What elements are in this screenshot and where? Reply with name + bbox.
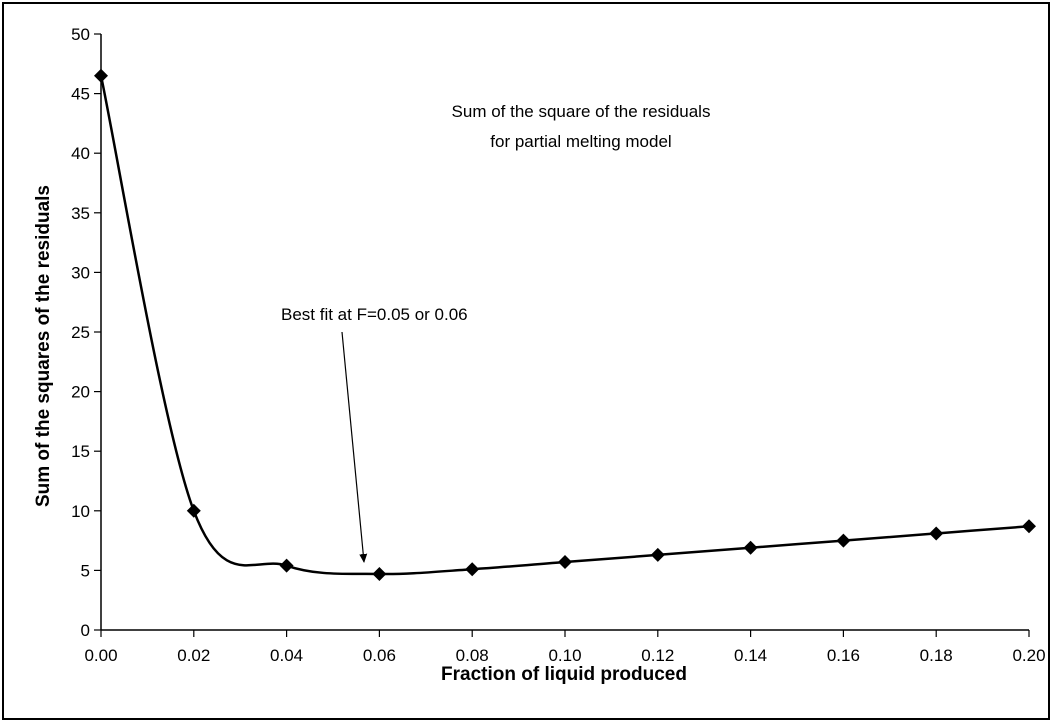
y-tick-label: 50 [71,25,90,44]
data-point [558,555,572,570]
data-point [650,547,665,562]
y-tick-label: 35 [71,204,90,223]
data-point [465,562,480,577]
x-tick-label: 0.20 [1012,646,1045,665]
best-fit-annotation: Best fit at F=0.05 or 0.06 [281,305,468,324]
x-tick-label: 0.10 [548,646,581,665]
y-tick-label: 30 [71,263,90,282]
y-tick-label: 45 [71,85,90,104]
x-tick-label: 0.18 [920,646,953,665]
data-point [1022,519,1036,534]
data-point [743,540,758,555]
y-tick-label: 5 [81,561,90,580]
x-axis-title: Fraction of liquid produced [441,664,687,685]
x-tick-label: 0.00 [84,646,117,665]
y-tick-label: 20 [71,383,90,402]
data-point [186,503,201,518]
x-tick-label: 0.06 [363,646,396,665]
data-point [372,566,387,581]
data-point [836,533,851,548]
y-tick-label: 15 [71,442,90,461]
data-point [94,68,108,83]
best-fit-arrow [341,331,368,563]
y-tick-label: 0 [81,621,90,640]
x-tick-label: 0.04 [270,646,303,665]
x-tick-label: 0.16 [827,646,860,665]
x-tick-label: 0.02 [177,646,210,665]
data-point [279,558,294,573]
annotation-title-line-2: for partial melting model [490,132,671,151]
y-tick-label: 10 [71,502,90,521]
y-tick-label: 40 [71,144,90,163]
y-tick-label: 25 [71,323,90,342]
annotation-title-line-1: Sum of the square of the residuals [452,102,711,121]
y-axis-title: Sum of the squares of the residuals [33,185,54,507]
data-point [929,526,944,541]
x-tick-label: 0.08 [456,646,489,665]
x-tick-label: 0.14 [734,646,767,665]
x-tick-label: 0.12 [641,646,674,665]
